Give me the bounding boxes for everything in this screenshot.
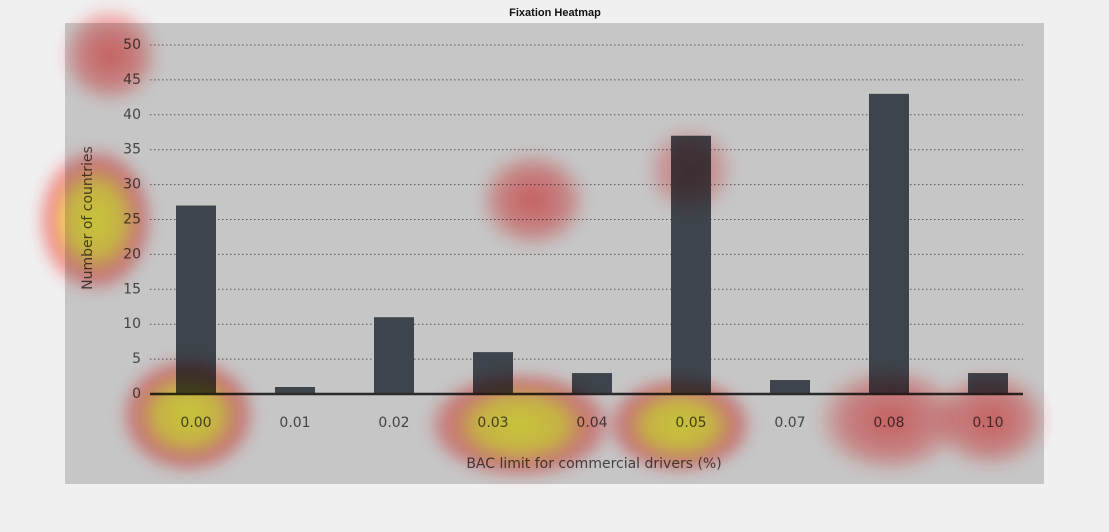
bar	[275, 387, 315, 394]
fixation	[645, 125, 735, 215]
bar	[770, 380, 810, 394]
fixation	[815, 365, 965, 475]
fixation	[425, 370, 615, 480]
fixation	[930, 370, 1050, 470]
x-tick-label: 0.01	[279, 415, 310, 431]
fixation	[35, 145, 155, 295]
fixation	[60, 5, 160, 105]
fixation	[605, 375, 755, 475]
x-tick-label: 0.02	[378, 415, 409, 431]
chart-title: Fixation Heatmap	[509, 7, 601, 19]
bar	[374, 317, 414, 394]
y-tick-label: 40	[123, 107, 141, 123]
y-tick-label: 10	[123, 316, 141, 332]
y-tick-label: 15	[123, 281, 141, 297]
bar	[869, 93, 909, 395]
x-tick-label: 0.07	[774, 415, 805, 431]
y-tick-label: 35	[123, 142, 141, 158]
fixation	[118, 355, 258, 475]
y-tick-label: 5	[132, 351, 141, 367]
fixation	[478, 150, 588, 250]
heatmap	[35, 5, 1050, 480]
